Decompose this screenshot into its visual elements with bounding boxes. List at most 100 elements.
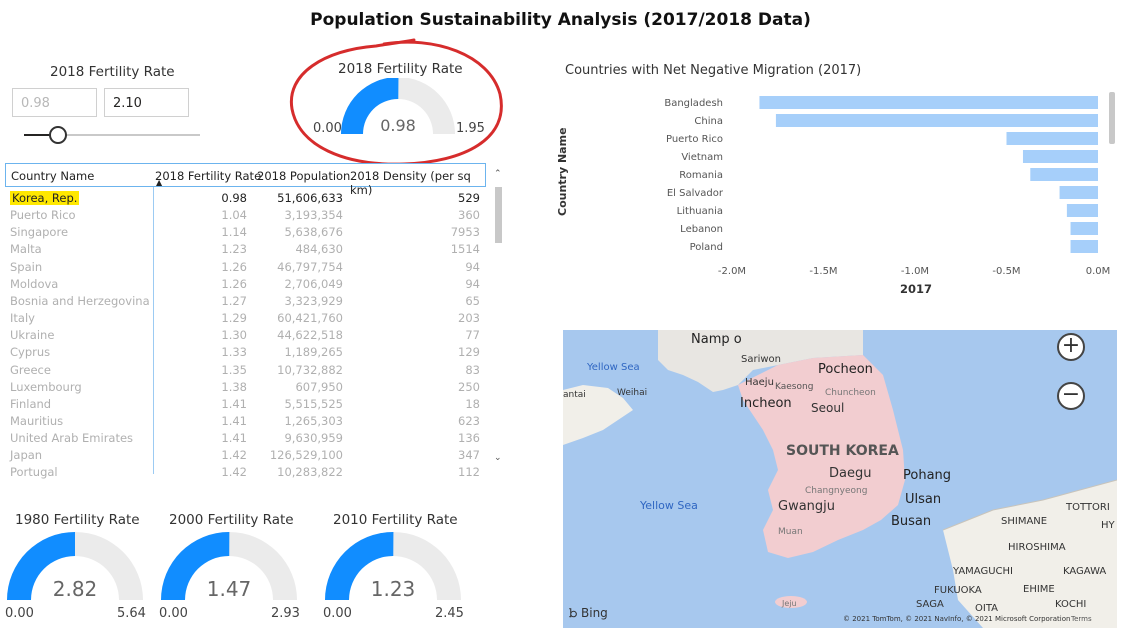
- cell-density: 1514: [450, 242, 480, 257]
- scroll-thumb[interactable]: [495, 187, 502, 243]
- bar-el-salvador[interactable]: [1059, 186, 1098, 199]
- bar-china[interactable]: [775, 114, 1098, 127]
- table-row[interactable]: Finland 1.41 5,515,525 18: [5, 396, 486, 413]
- table-row[interactable]: Puerto Rico 1.04 3,193,354 360: [5, 207, 486, 224]
- bar-bangladesh[interactable]: [759, 96, 1098, 109]
- table-row[interactable]: Spain 1.26 46,797,754 94: [5, 259, 486, 276]
- col-header-population[interactable]: 2018 Population: [257, 169, 351, 183]
- table-row[interactable]: Singapore 1.14 5,638,676 7953: [5, 224, 486, 241]
- bar-lebanon[interactable]: [1070, 222, 1098, 235]
- cell-population: 126,529,100: [269, 448, 343, 463]
- map-terms-link[interactable]: Terms: [1071, 615, 1092, 623]
- map-label-kaesong: Kaesong: [775, 382, 814, 392]
- category-label: Romania: [679, 170, 723, 181]
- gauge-arc: [325, 532, 461, 600]
- table-scrollbar[interactable]: ⌃ ⌄: [494, 169, 504, 469]
- col-header-fertility[interactable]: 2018 Fertility Rate: [155, 169, 262, 183]
- table-row[interactable]: Italy 1.29 60,421,760 203: [5, 310, 486, 327]
- sort-ascending-icon[interactable]: ▲: [156, 178, 163, 187]
- main-gauge-max: 1.95: [456, 121, 485, 136]
- table-row[interactable]: Ukraine 1.30 44,622,518 77: [5, 327, 486, 344]
- chart-scroll-thumb[interactable]: [1109, 92, 1115, 144]
- bar-lithuania[interactable]: [1066, 204, 1098, 217]
- map-label-gwangju: Gwangju: [778, 499, 836, 514]
- slicer-track: [24, 134, 200, 136]
- cell-fertility: 1.14: [221, 225, 247, 240]
- scroll-down-icon[interactable]: ⌄: [494, 453, 502, 463]
- map-label-ulsan: Ulsan: [905, 492, 942, 507]
- table-row[interactable]: Japan 1.42 126,529,100 347: [5, 447, 486, 464]
- cell-country: Greece: [10, 363, 51, 377]
- category-label: Poland: [690, 242, 723, 253]
- table-row[interactable]: Moldova 1.26 2,706,049 94: [5, 276, 486, 293]
- cell-density: 7953: [450, 225, 480, 240]
- slicer-handle[interactable]: [49, 126, 67, 144]
- main-gauge: [341, 78, 455, 134]
- report-title: Population Sustainability Analysis (2017…: [310, 10, 811, 30]
- bar-puerto-rico[interactable]: [1006, 132, 1099, 145]
- cell-country: Bosnia and Herzegovina: [10, 294, 150, 308]
- table-row[interactable]: United Arab Emirates 1.41 9,630,959 136: [5, 430, 486, 447]
- table-row[interactable]: Malta 1.23 484,630 1514: [5, 241, 486, 258]
- cell-country: Finland: [10, 397, 51, 411]
- table-row[interactable]: Portugal 1.42 10,283,822 112: [5, 464, 486, 481]
- table-row[interactable]: Bosnia and Herzegovina 1.27 3,323,929 65: [5, 293, 486, 310]
- column-divider: [153, 187, 154, 474]
- table-row[interactable]: Greece 1.35 10,732,882 83: [5, 362, 486, 379]
- annotation-circle: [289, 38, 503, 166]
- slicer-min-input[interactable]: 0.98: [12, 88, 97, 117]
- country-text: Ukraine: [10, 328, 55, 343]
- cell-population: 9,630,959: [284, 431, 343, 446]
- bing-logo-text: Bing: [581, 606, 608, 620]
- cell-population: 3,193,354: [284, 208, 343, 223]
- map-copyright: © 2021 TomTom, © 2021 NavInfo, © 2021 Mi…: [843, 615, 1071, 623]
- gauge-fill: [325, 532, 394, 600]
- x-tick-label: -0.5M: [992, 266, 1020, 277]
- cell-population: 5,638,676: [284, 225, 343, 240]
- col-header-country[interactable]: Country Name: [11, 169, 95, 183]
- cell-density: 347: [458, 448, 480, 463]
- category-label: Lithuania: [677, 206, 723, 217]
- cell-population: 1,189,265: [284, 345, 343, 360]
- bar-vietnam[interactable]: [1022, 150, 1098, 163]
- table-row[interactable]: Luxembourg 1.38 607,950 250: [5, 379, 486, 396]
- gauge-max: 2.93: [271, 606, 300, 621]
- cell-fertility: 1.30: [221, 328, 247, 343]
- slicer-title: 2018 Fertility Rate: [50, 64, 175, 80]
- cell-country: Italy: [10, 311, 35, 325]
- cell-country: Portugal: [10, 465, 58, 479]
- slicer-max-input[interactable]: 2.10: [104, 88, 189, 117]
- gauge-max: 5.64: [117, 606, 146, 621]
- table-row[interactable]: Korea, Rep. 0.98 51,606,633 529: [5, 190, 486, 207]
- map-label-seoul: Seoul: [811, 401, 845, 415]
- gauge-min: 0.00: [5, 606, 34, 621]
- x-tick-label: -1.0M: [901, 266, 929, 277]
- scroll-up-icon[interactable]: ⌃: [494, 169, 502, 179]
- cell-fertility: 1.26: [221, 276, 247, 291]
- bar-romania[interactable]: [1030, 168, 1098, 181]
- cell-density: 360: [458, 208, 480, 223]
- country-text: Italy: [10, 311, 35, 326]
- jeju-island: [775, 596, 807, 608]
- map-label-daegu: Daegu: [829, 466, 872, 481]
- cell-country: Luxembourg: [10, 380, 82, 394]
- japan-coast-detail: [942, 479, 1117, 531]
- map-zoom-in-button[interactable]: +: [1057, 333, 1085, 361]
- gauge-title: 2010 Fertility Rate: [333, 512, 458, 528]
- cell-density: 203: [458, 311, 480, 326]
- map-label-yellow-sea-top: Yellow Sea: [587, 362, 640, 373]
- main-gauge-fill: [341, 78, 399, 134]
- map-visual[interactable]: Namp o Sariwon Yellow Sea Haeju Kaesong …: [563, 330, 1117, 628]
- table-row[interactable]: Mauritius 1.41 1,265,303 623: [5, 413, 486, 430]
- gauge-title: 2000 Fertility Rate: [169, 512, 294, 528]
- cell-population: 1,265,303: [284, 413, 343, 428]
- bar-poland[interactable]: [1070, 240, 1098, 253]
- table-row[interactable]: Cyprus 1.33 1,189,265 129: [5, 344, 486, 361]
- cell-country: Korea, Rep.: [10, 191, 80, 205]
- map-label-kochi: KOCHI: [1055, 599, 1087, 610]
- cell-density: 129: [458, 345, 480, 360]
- migration-chart-xlabel: 2017: [900, 282, 933, 296]
- col-header-density[interactable]: 2018 Density (per sq km): [350, 169, 471, 197]
- map-zoom-out-button[interactable]: −: [1057, 382, 1085, 410]
- cell-fertility: 1.35: [221, 362, 247, 377]
